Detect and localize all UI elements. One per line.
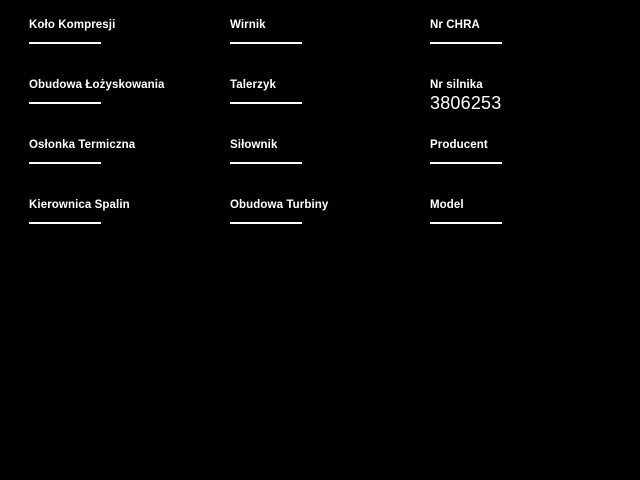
- field-label: Obudowa Łożyskowania: [29, 79, 165, 91]
- field-label: Model: [430, 199, 464, 211]
- field-label: Producent: [430, 139, 488, 151]
- field-wirnik[interactable]: Wirnik: [230, 19, 420, 44]
- field-nr-chra[interactable]: Nr CHRA: [430, 19, 620, 44]
- field-talerzyk[interactable]: Talerzyk: [230, 79, 420, 104]
- field-silownik[interactable]: Siłownik: [230, 139, 420, 164]
- field-label: Wirnik: [230, 19, 266, 31]
- field-underline[interactable]: [29, 162, 101, 164]
- field-label: Nr CHRA: [430, 19, 480, 31]
- field-underline[interactable]: [430, 162, 502, 164]
- field-underline[interactable]: [29, 42, 101, 44]
- field-kierownica-spalin[interactable]: Kierownica Spalin: [29, 199, 219, 224]
- field-label: Talerzyk: [230, 79, 276, 91]
- field-underline[interactable]: [430, 222, 502, 224]
- field-nr-silnika[interactable]: Nr silnika 3806253: [430, 79, 620, 114]
- field-kolo-kompresji[interactable]: Koło Kompresji: [29, 19, 219, 44]
- field-model[interactable]: Model: [430, 199, 620, 224]
- field-producent[interactable]: Producent: [430, 139, 620, 164]
- field-underline[interactable]: [230, 102, 302, 104]
- field-underline[interactable]: [430, 42, 502, 44]
- field-label: Siłownik: [230, 139, 278, 151]
- field-underline[interactable]: [230, 222, 302, 224]
- field-value-nr-silnika[interactable]: 3806253: [430, 93, 502, 113]
- field-oslonka-termiczna[interactable]: Osłonka Termiczna: [29, 139, 219, 164]
- field-obudowa-turbiny[interactable]: Obudowa Turbiny: [230, 199, 420, 224]
- field-label: Kierownica Spalin: [29, 199, 130, 211]
- field-label: Nr silnika: [430, 79, 483, 91]
- field-underline[interactable]: [29, 222, 101, 224]
- turbo-parts-form: Koło Kompresji Obudowa Łożyskowania Osło…: [29, 19, 620, 224]
- field-obudowa-lozyskowania[interactable]: Obudowa Łożyskowania: [29, 79, 219, 104]
- field-underline[interactable]: [29, 102, 101, 104]
- field-label: Osłonka Termiczna: [29, 139, 136, 151]
- field-label: Obudowa Turbiny: [230, 199, 329, 211]
- field-underline[interactable]: [230, 162, 302, 164]
- field-underline[interactable]: [230, 42, 302, 44]
- field-label: Koło Kompresji: [29, 19, 116, 31]
